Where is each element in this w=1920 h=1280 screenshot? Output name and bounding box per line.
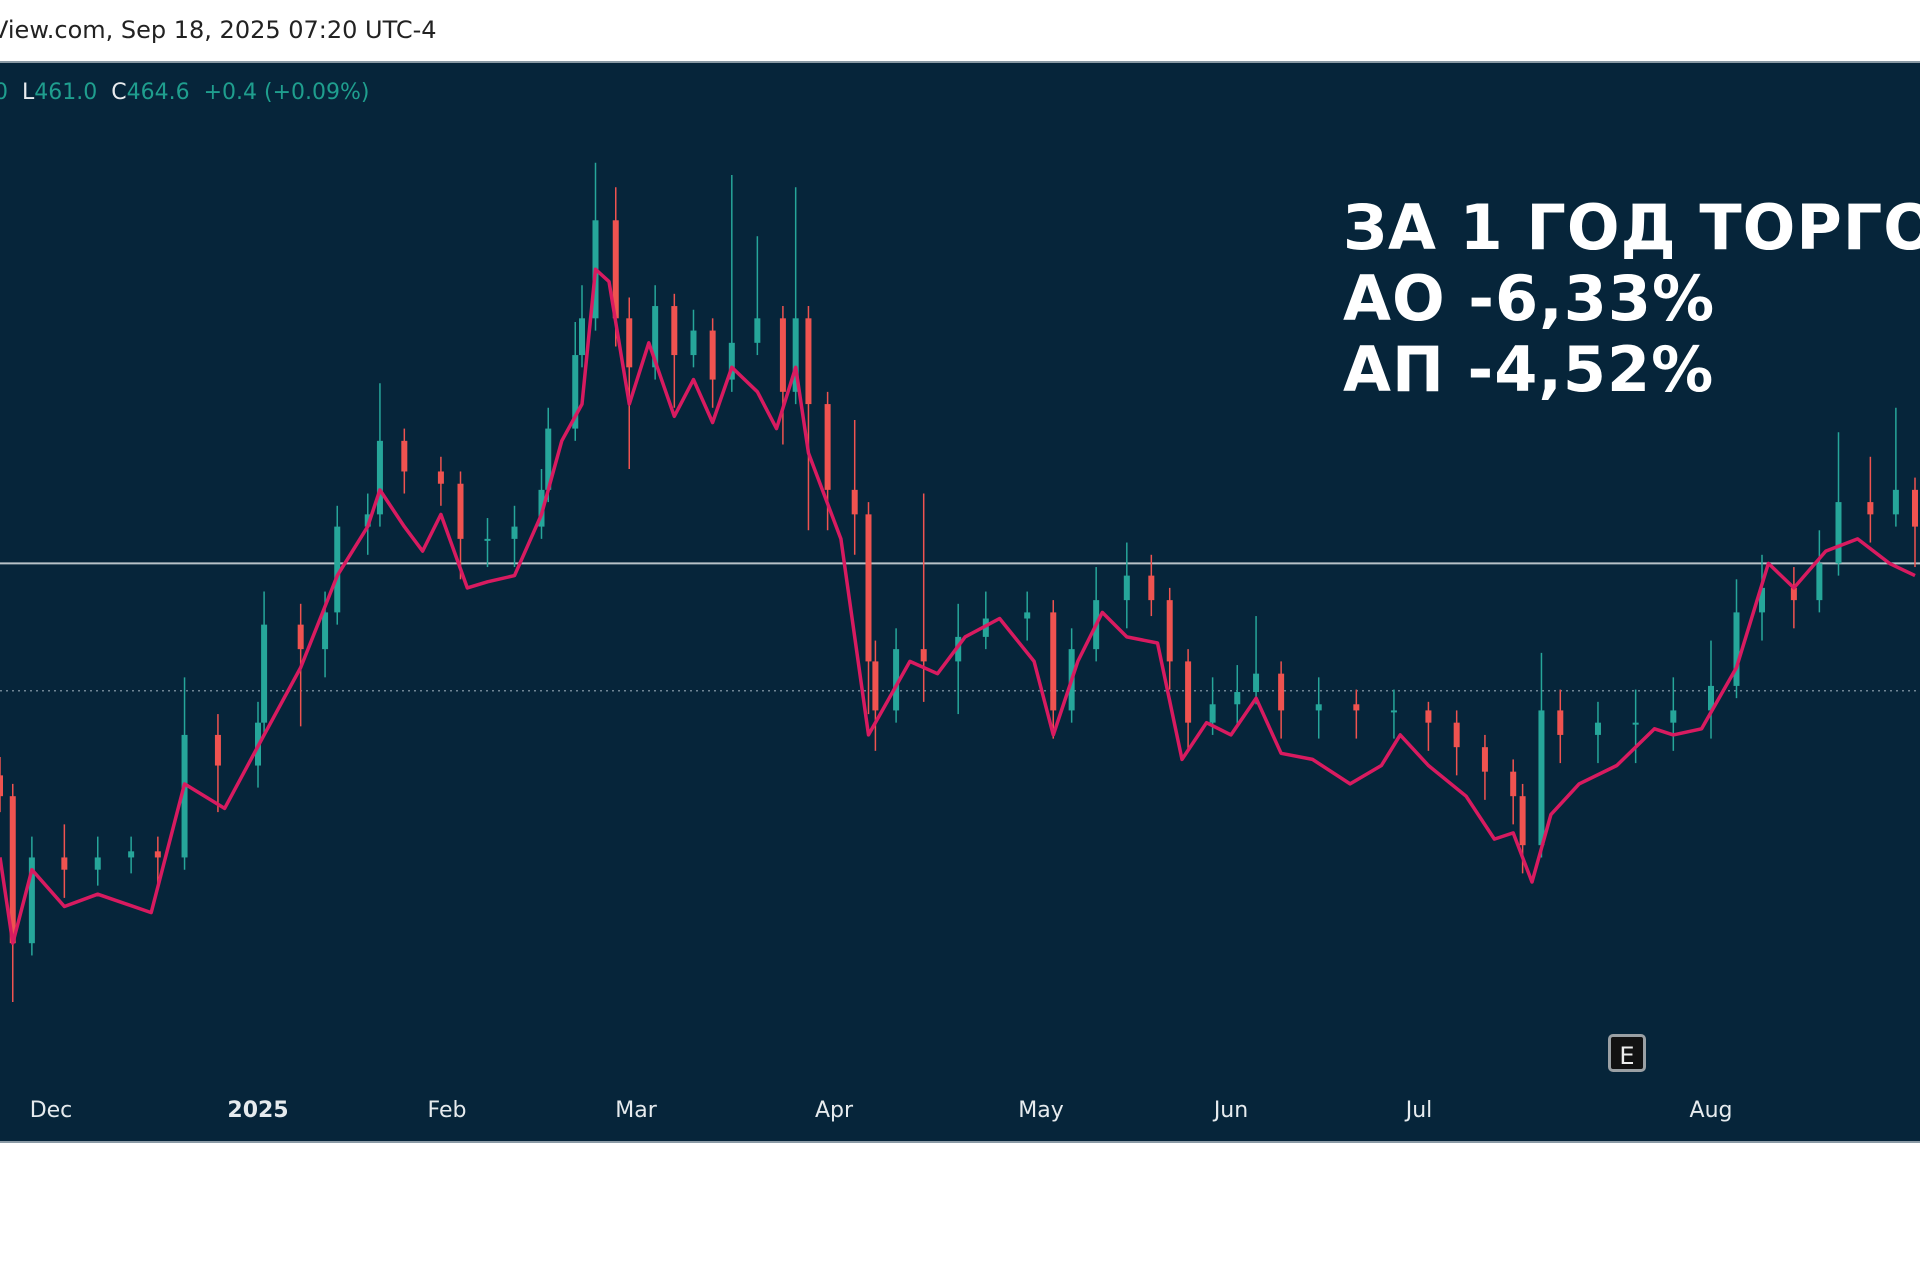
candle-body — [709, 330, 716, 380]
legend-change: +0.4 (+0.09%) — [203, 80, 370, 105]
candle-body — [652, 306, 659, 368]
x-tick-label: May — [1018, 1098, 1064, 1123]
header-source-timestamp: View.com, Sep 18, 2025 07:20 UTC-4 — [0, 16, 437, 44]
candle-body — [572, 355, 579, 429]
candle-body — [1790, 587, 1797, 601]
candle-body — [1481, 747, 1488, 772]
candle-body — [690, 330, 697, 356]
candle-body — [28, 857, 35, 944]
candle-body — [579, 318, 585, 356]
candle-body — [181, 734, 188, 858]
x-tick-label: 2025 — [227, 1098, 289, 1123]
candle-body — [792, 318, 799, 392]
candle-body — [61, 857, 68, 870]
candle-body — [728, 342, 735, 380]
annotation-line-1: ЗА 1 ГОД ТОРГОВ — [1343, 191, 1920, 264]
candle-body — [1234, 692, 1241, 705]
comparison-line-series — [0, 267, 1916, 945]
candle-body — [1209, 704, 1216, 723]
candle-body — [920, 649, 927, 662]
candle-body — [261, 624, 268, 723]
candle-body — [1425, 710, 1432, 723]
candle-body — [754, 318, 761, 343]
candle-body — [1538, 710, 1545, 846]
candle-body — [0, 775, 3, 797]
candle-body — [893, 649, 900, 711]
candle-body — [612, 220, 619, 319]
candle-body — [1759, 587, 1765, 613]
candle-body — [1166, 600, 1173, 662]
candle-body — [872, 661, 879, 711]
candle-body — [955, 636, 962, 662]
candle-body — [1912, 489, 1918, 527]
chart-annotation: ЗА 1 ГОД ТОРГОВ АО -6,33% АП -4,52% — [1343, 192, 1920, 405]
candle-body — [1708, 685, 1714, 711]
x-tick-label: Jul — [1405, 1098, 1433, 1123]
candle-body — [364, 514, 371, 527]
candle-body — [1594, 722, 1601, 735]
candle-body — [1835, 502, 1842, 564]
candle-body — [1519, 796, 1526, 846]
candle-body — [1185, 661, 1192, 723]
candle-body — [376, 440, 383, 515]
candle-body — [437, 471, 444, 484]
annotation-line-3: АП -4,52% — [1343, 333, 1715, 406]
candle-body — [1253, 673, 1260, 693]
x-tick-label: Apr — [814, 1098, 854, 1123]
legend-low-label: L — [22, 80, 35, 105]
candle-body — [1024, 612, 1031, 619]
candle-body — [297, 624, 304, 650]
candle-body — [671, 306, 678, 356]
candle-body — [94, 857, 101, 870]
candle-body — [824, 404, 831, 490]
candle-body — [1453, 722, 1460, 748]
x-tick-label: Jun — [1213, 1098, 1249, 1123]
candle-body — [1315, 704, 1322, 711]
candle-body — [128, 851, 135, 858]
earnings-event-badge[interactable]: E — [1608, 1034, 1646, 1072]
x-tick-label: Mar — [615, 1098, 657, 1123]
candle-body — [626, 318, 633, 368]
x-tick-label: Feb — [427, 1098, 467, 1123]
candle-body — [334, 526, 341, 613]
candle-body — [851, 489, 858, 515]
candle-body — [1050, 612, 1057, 711]
candle-body — [805, 318, 812, 405]
candle-body — [1733, 612, 1740, 686]
x-tick-label: Dec — [29, 1098, 73, 1123]
candle-body — [1670, 710, 1677, 723]
legend-low-value: 461.0 — [34, 80, 98, 105]
candle-body — [401, 440, 408, 472]
candle-body — [1557, 710, 1564, 735]
legend-close-label: C — [111, 80, 127, 105]
candle-body — [865, 514, 872, 662]
candle-body — [154, 851, 161, 858]
candle-body — [1632, 722, 1639, 725]
legend-close-value: 464.6 — [126, 80, 190, 105]
candle-body — [1353, 704, 1360, 711]
header-bar: View.com, Sep 18, 2025 07:20 UTC-4 — [0, 0, 1920, 61]
candle-body — [1278, 673, 1285, 711]
candle-body — [484, 538, 491, 541]
candle-body — [1867, 502, 1874, 515]
candle-body — [9, 796, 16, 944]
candle-body — [1816, 563, 1823, 601]
x-tick-label: Aug — [1689, 1098, 1733, 1123]
candle-body — [1510, 771, 1517, 797]
candle-body — [1123, 575, 1130, 601]
candle-body — [511, 526, 518, 539]
ohlc-legend: 0 L461.0 C464.6 +0.4 (+0.09%) — [0, 80, 370, 105]
chart-pane[interactable] — [0, 61, 1920, 1143]
legend-high-tail: 0 — [0, 80, 8, 105]
candle-body — [322, 612, 329, 650]
candle-body — [1390, 710, 1397, 713]
annotation-line-2: АО -6,33% — [1343, 262, 1716, 335]
candle-body — [214, 734, 221, 766]
candle-body — [779, 318, 786, 392]
candle-body — [457, 483, 464, 539]
candle-body — [1892, 489, 1899, 515]
candle-body — [545, 428, 552, 490]
candle-body — [1148, 575, 1155, 601]
